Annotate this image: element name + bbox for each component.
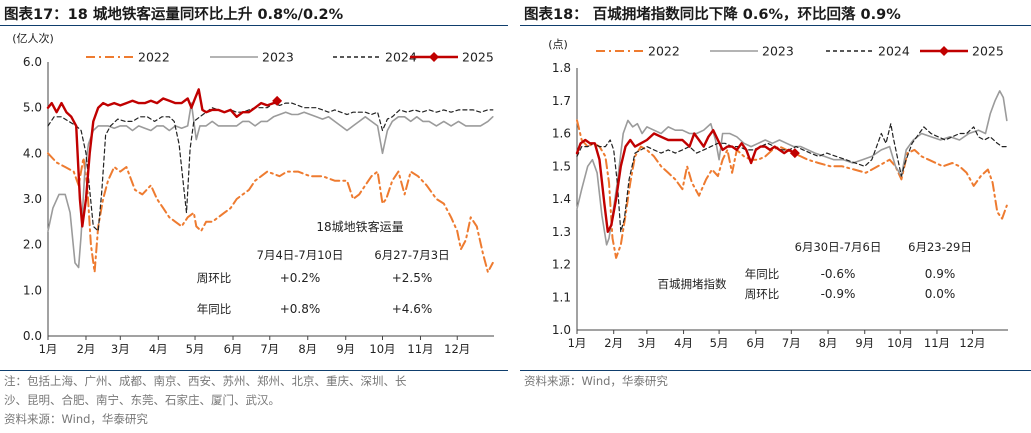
x-tick-label: 11月 bbox=[924, 336, 950, 350]
legend-label-2022: 2022 bbox=[648, 44, 680, 59]
title-divider bbox=[0, 25, 508, 26]
summary-table-cell: 0.9% bbox=[925, 267, 956, 281]
y-tick-label: 1.0 bbox=[552, 323, 571, 337]
y-tick-label: 1.5 bbox=[552, 159, 571, 173]
x-tick-label: 7月 bbox=[260, 342, 279, 356]
legend-label-2024: 2024 bbox=[385, 50, 417, 65]
summary-table-row-label: 周环比 bbox=[197, 271, 232, 285]
x-tick-label: 6月 bbox=[224, 342, 243, 356]
summary-table-col-header: 7月4日-7月10日 bbox=[257, 248, 344, 262]
summary-table-row-label: 年同比 bbox=[197, 302, 232, 316]
x-tick-label: 8月 bbox=[819, 336, 838, 350]
source-line: 资料来源：Wind，华泰研究 bbox=[524, 374, 668, 388]
legend-marker-2025 bbox=[939, 46, 949, 56]
y-tick-label: 2.0 bbox=[23, 238, 42, 252]
summary-table-cell: +0.2% bbox=[280, 271, 321, 285]
x-tick-label: 1月 bbox=[568, 336, 587, 350]
summary-table-cell: +4.6% bbox=[392, 302, 433, 316]
x-tick-label: 2月 bbox=[604, 336, 623, 350]
legend-label-2025: 2025 bbox=[972, 44, 1004, 59]
series-line-2025 bbox=[46, 88, 279, 228]
chart-panel-subway: 图表17：18 城地铁客运量同环比上升 0.8%/0.2% 0.0 1.0 2.0 3… bbox=[0, 0, 508, 433]
legend-label-2023: 2023 bbox=[262, 50, 294, 65]
summary-table-cell: 0.0% bbox=[925, 287, 956, 301]
title-divider bbox=[520, 25, 1031, 26]
series-line-2022 bbox=[47, 152, 494, 274]
summary-table-col-header: 6月27-7月3日 bbox=[374, 248, 449, 262]
legend-label-2024: 2024 bbox=[878, 44, 910, 59]
summary-table-cell: +2.5% bbox=[392, 271, 433, 285]
summary-table-col-header: 6月30日-7月6日 bbox=[795, 240, 882, 254]
chart-title: 图表18： 百城拥堵指数同比下降 0.6%，环比回落 0.9% bbox=[524, 7, 901, 23]
x-tick-label: 9月 bbox=[336, 342, 355, 356]
series-endpoint-marker-2025 bbox=[789, 148, 800, 159]
note-line: 沙、昆明、合肥、南宁、东莞、石家庄、厦门、武汉。 bbox=[4, 393, 280, 407]
y-tick-label: 1.2 bbox=[552, 258, 571, 272]
x-tick-label: 3月 bbox=[637, 336, 656, 350]
legend-label-2025: 2025 bbox=[462, 50, 494, 65]
legend-label-2022: 2022 bbox=[138, 50, 170, 65]
legend-label-2023: 2023 bbox=[762, 44, 794, 59]
y-axis-unit: (点) bbox=[548, 38, 568, 51]
series-line-2023 bbox=[576, 90, 1008, 246]
y-tick-label: 1.6 bbox=[552, 127, 571, 141]
y-tick-label: 1.8 bbox=[552, 61, 571, 75]
x-tick-label: 4月 bbox=[674, 336, 693, 350]
y-tick-label: 1.3 bbox=[552, 225, 571, 239]
y-tick-label: 3.0 bbox=[23, 192, 42, 206]
notes-divider bbox=[520, 370, 1031, 371]
y-tick-label: 1.4 bbox=[552, 192, 571, 206]
summary-table-cell: -0.6% bbox=[821, 267, 856, 281]
y-tick-label: 1.0 bbox=[23, 283, 42, 297]
series-endpoint-marker-2025 bbox=[272, 95, 283, 106]
source-line: 资料来源：Wind，华泰研究 bbox=[4, 412, 148, 426]
x-tick-label: 10月 bbox=[369, 342, 395, 356]
x-tick-label: 1月 bbox=[39, 342, 58, 356]
series-line-2025 bbox=[575, 128, 797, 234]
summary-table-row-label: 年同比 bbox=[745, 267, 780, 281]
series-line-2024 bbox=[47, 102, 494, 232]
subway-ridership-chart: 0.0 1.0 2.0 3.0 4.0 5.0 6.0 (亿人次) 1月 2月 3月 4月 5月 6月 7月… bbox=[12, 31, 494, 356]
summary-table-title: 18城地铁客运量 bbox=[316, 219, 403, 234]
y-tick-label: 5.0 bbox=[23, 101, 42, 115]
x-tick-label: 8月 bbox=[298, 342, 317, 356]
summary-table-col-header: 6月23-29日 bbox=[908, 240, 972, 254]
chart-notes: 注：包括上海、广州、成都、南京、西安、苏州、郑州、北京、重庆、深圳、长 沙、昆明… bbox=[4, 372, 407, 429]
x-tick-label: 4月 bbox=[149, 342, 168, 356]
legend-marker-2025 bbox=[429, 52, 439, 62]
x-tick-label: 5月 bbox=[710, 336, 729, 350]
x-tick-label: 12月 bbox=[959, 336, 985, 350]
chart-panel-congestion: 图表18： 百城拥堵指数同比下降 0.6%，环比回落 0.9% 1.0 1.1 1.… bbox=[520, 0, 1031, 433]
summary-table-cell: -0.9% bbox=[821, 287, 856, 301]
congestion-index-chart: 1.0 1.1 1.2 1.3 1.4 1.5 1.6 1.7 1.8 (点) 1月 2月 3月 4月 5月… bbox=[548, 38, 1008, 350]
y-tick-label: 4.0 bbox=[23, 146, 42, 160]
y-tick-label: 1.1 bbox=[552, 290, 571, 304]
chart-title: 图表17：18 城地铁客运量同环比上升 0.8%/0.2% bbox=[4, 7, 344, 23]
series-line-2023 bbox=[47, 102, 494, 269]
x-tick-label: 2月 bbox=[77, 342, 96, 356]
series-line-2022 bbox=[576, 119, 1008, 259]
y-axis-unit: (亿人次) bbox=[12, 31, 54, 45]
x-tick-label: 7月 bbox=[782, 336, 801, 350]
x-tick-label: 10月 bbox=[887, 336, 913, 350]
y-tick-label: 1.7 bbox=[552, 94, 571, 108]
summary-table-row-label: 周环比 bbox=[745, 287, 780, 301]
x-tick-label: 9月 bbox=[855, 336, 874, 350]
notes-divider bbox=[0, 370, 508, 371]
x-tick-label: 12月 bbox=[444, 342, 470, 356]
x-tick-label: 6月 bbox=[746, 336, 765, 350]
summary-table-title: 百城拥堵指数 bbox=[658, 277, 727, 291]
note-line: 注：包括上海、广州、成都、南京、西安、苏州、郑州、北京、重庆、深圳、长 bbox=[4, 374, 407, 388]
summary-table-cell: +0.8% bbox=[280, 302, 321, 316]
chart-notes: 资料来源：Wind，华泰研究 bbox=[524, 372, 668, 391]
x-tick-label: 11月 bbox=[407, 342, 433, 356]
y-tick-label: 6.0 bbox=[23, 55, 42, 69]
x-tick-label: 3月 bbox=[111, 342, 130, 356]
x-tick-label: 5月 bbox=[186, 342, 205, 356]
y-tick-label: 0.0 bbox=[23, 329, 42, 343]
